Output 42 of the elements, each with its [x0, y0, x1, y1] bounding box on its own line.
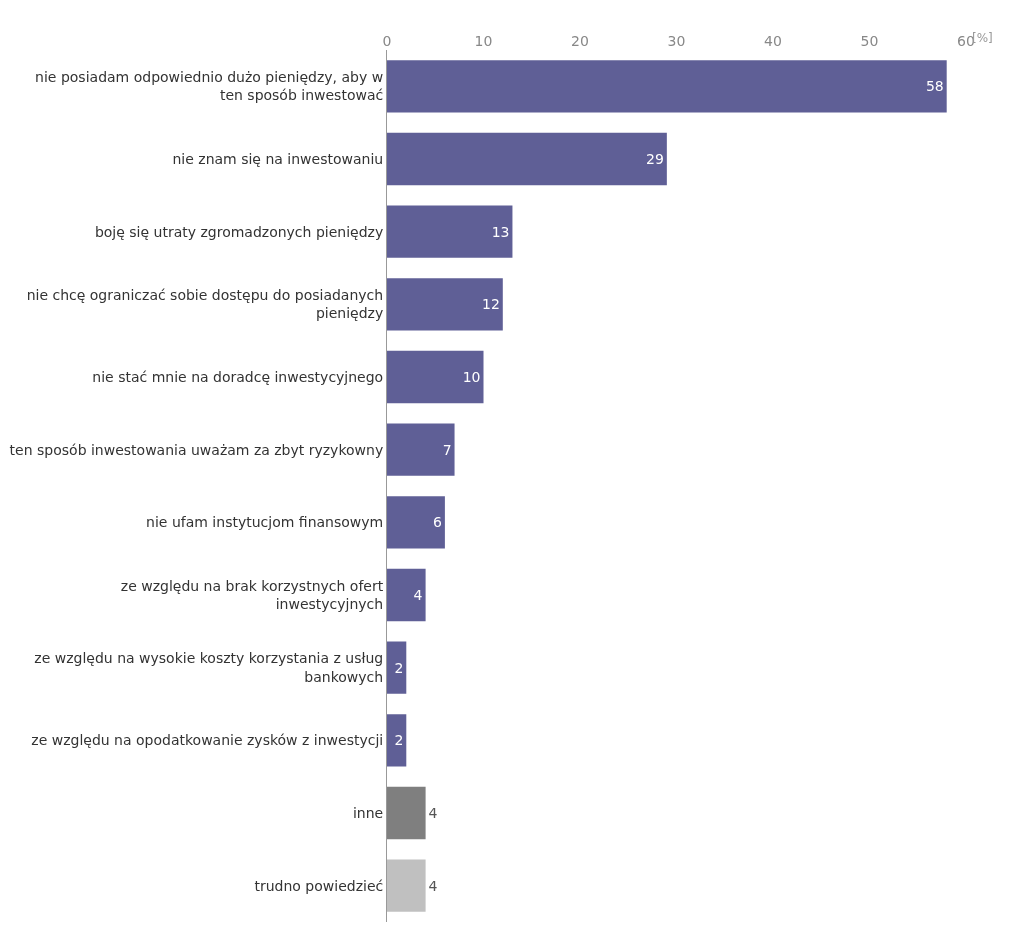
bar	[387, 568, 426, 622]
data-label: 29	[646, 151, 664, 167]
data-label: 13	[491, 223, 510, 240]
y-tick-label: ze względu na brak korzystnych ofert inwestycyjnych	[120, 577, 384, 612]
y-tick-label: nie posiadam odpowiednio dużo pieniędzy, aby w ten sposób inwestować	[35, 69, 384, 104]
bar	[387, 496, 445, 549]
data-label: 6	[432, 514, 442, 531]
bar	[387, 714, 407, 767]
bar	[387, 60, 947, 113]
bar	[387, 786, 426, 840]
x-tick-label: 10	[474, 33, 493, 50]
y-tick-label: boję się utraty zgromadzonych pieniędzy	[94, 223, 384, 240]
data-label: 12	[481, 296, 500, 313]
data-label: 7	[442, 441, 452, 458]
bar	[387, 205, 513, 258]
y-tick-label: nie znam się na inwestowaniu	[172, 150, 384, 167]
x-tick-label: 40	[764, 33, 782, 50]
y-tick-label: nie chcę ograniczać sobie dostępu do posiadanych pieniędzy	[26, 287, 384, 322]
y-tick-label: nie stać mnie na doradcę inwestycyjnego	[92, 368, 384, 385]
bar	[387, 350, 484, 404]
y-tick-label: trudno powiedzieć	[254, 877, 384, 894]
bar	[387, 132, 667, 186]
bar	[387, 859, 426, 912]
data-label: 4	[428, 805, 438, 821]
bar	[387, 423, 455, 476]
data-label: 58	[925, 78, 944, 95]
data-label: 10	[462, 369, 481, 385]
data-label: 4	[428, 877, 438, 894]
y-tick-label: ze względu na wysokie koszty korzystania z usług bankowych	[34, 650, 384, 685]
x-tick-label: 30	[667, 33, 686, 50]
data-label: 2	[394, 659, 404, 676]
y-tick-label: nie ufam instytucjom finansowym	[146, 514, 384, 531]
bar	[387, 641, 407, 694]
x-tick-label: 0	[382, 33, 392, 50]
x-tick-label: 20	[571, 33, 589, 50]
y-tick-label: inne	[352, 804, 384, 821]
y-tick-label: ze względu na opodatkowanie zysków z inwestycji	[31, 732, 384, 749]
data-label: 2	[394, 732, 404, 749]
data-label: 4	[413, 587, 423, 603]
y-tick-label: ten sposób inwestowania uważam za zbyt ryzykowny	[9, 441, 384, 458]
x-tick-label: 50	[860, 33, 879, 50]
bar	[387, 278, 503, 331]
